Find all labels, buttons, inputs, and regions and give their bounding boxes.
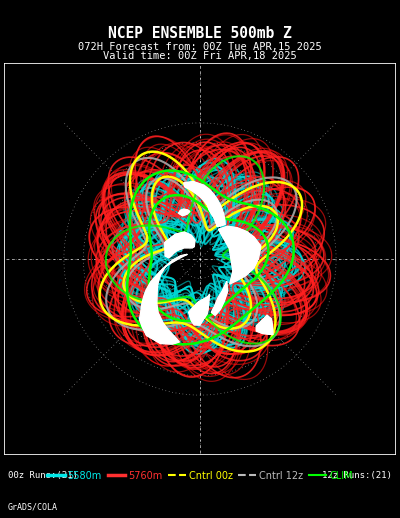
Text: Valid time: 00Z Fri APR,18 2025: Valid time: 00Z Fri APR,18 2025 [103,51,297,61]
Polygon shape [140,254,187,344]
Polygon shape [184,181,225,226]
Text: GrADS/COLA: GrADS/COLA [8,503,58,512]
Polygon shape [218,226,261,284]
Text: 00z Runs:(21): 00z Runs:(21) [8,470,78,480]
Polygon shape [165,232,195,258]
Text: NCEP ENSEMBLE 500mb Z: NCEP ENSEMBLE 500mb Z [108,26,292,41]
Polygon shape [256,315,273,335]
Legend: 5580m, 5760m, Cntrl 00z, Cntrl 12z, CLIM: 5580m, 5760m, Cntrl 00z, Cntrl 12z, CLIM [43,467,357,485]
Polygon shape [211,281,228,315]
Text: 072H Forecast from: 00Z Tue APR,15 2025: 072H Forecast from: 00Z Tue APR,15 2025 [78,41,322,52]
Polygon shape [206,201,220,226]
Text: 12z Runs:(21): 12z Runs:(21) [322,470,392,480]
Polygon shape [179,209,190,215]
Polygon shape [189,295,210,325]
